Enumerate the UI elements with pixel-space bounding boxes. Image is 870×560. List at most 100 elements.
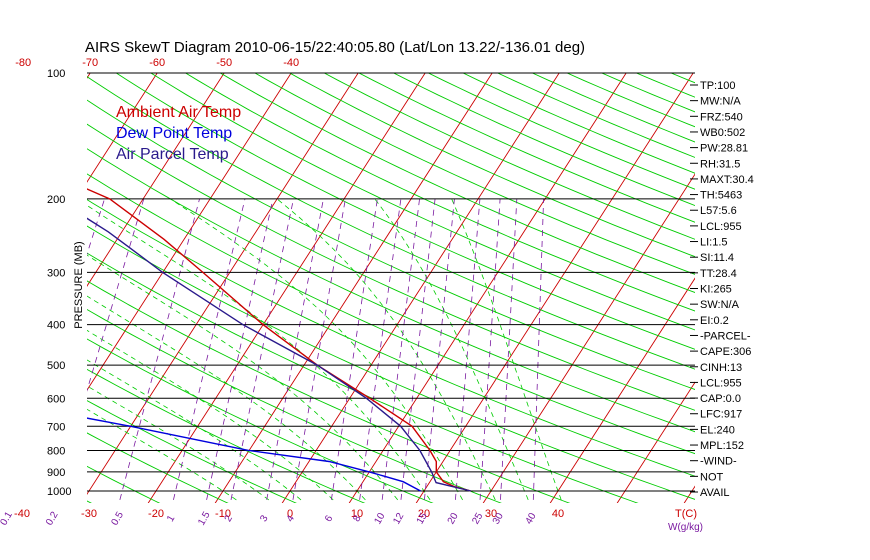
bottom-temp-tick-label: 40 xyxy=(552,508,564,520)
index-label: LI:1.5 xyxy=(700,237,728,249)
index-label: LCL:955 xyxy=(700,377,742,389)
dry-adiabat-line xyxy=(87,123,695,411)
mixing-ratio-line xyxy=(455,198,481,500)
dry-adiabat-line xyxy=(254,73,695,275)
top-temp-tick-label: -60 xyxy=(149,57,165,69)
mixing-ratio-line xyxy=(424,198,455,500)
index-label: CAP:0.0 xyxy=(700,393,741,405)
series-line xyxy=(87,217,472,492)
mixing-ratio-label: 1 xyxy=(165,513,178,524)
dry-adiabat-line xyxy=(87,368,366,503)
mixing-ratio-label: 20 xyxy=(446,511,461,527)
dry-adiabat-line xyxy=(393,73,695,207)
mixing-ratio-label: 40 xyxy=(524,511,539,527)
dry-adiabat-line xyxy=(636,73,695,98)
moist-adiabat-line xyxy=(87,329,334,501)
dry-adiabat-line xyxy=(87,309,502,503)
moist-adiabat-line xyxy=(276,198,496,501)
dry-adiabat-line xyxy=(87,199,695,477)
dry-adiabat-line xyxy=(289,73,695,258)
moist-adiabat-line xyxy=(170,198,463,501)
mixing-ratio-label: 15 xyxy=(415,511,430,527)
dry-adiabat-lines xyxy=(87,73,870,508)
index-label: CAPE:306 xyxy=(700,346,751,358)
mixing-ratio-unit: W(g/kg) xyxy=(668,522,703,533)
mixing-ratio-label: 0.2 xyxy=(44,510,61,528)
dry-adiabat-line xyxy=(741,73,870,508)
isotherm-line xyxy=(87,73,292,391)
mixing-ratio-label: 6 xyxy=(323,513,336,524)
index-label: L57:5.6 xyxy=(700,205,737,217)
isotherm-line xyxy=(214,73,493,503)
index-label: EL:240 xyxy=(700,424,735,436)
top-temp-tick-label: -70 xyxy=(82,57,98,69)
isotherm-line xyxy=(0,64,29,509)
moist-adiabat-line xyxy=(87,204,431,501)
pressure-tick-label: 100 xyxy=(47,68,65,80)
index-label: LFC:917 xyxy=(700,409,742,421)
isotherm-lines xyxy=(0,64,695,509)
dry-adiabat-line xyxy=(775,73,870,508)
moist-adiabat-line xyxy=(374,198,529,501)
index-label: MAXT:30.4 xyxy=(700,174,754,186)
index-label: KI:265 xyxy=(700,284,732,296)
mixing-ratio-lines xyxy=(87,198,545,500)
moist-adiabat-line xyxy=(87,385,270,501)
mixing-ratio-label: 12 xyxy=(391,511,406,527)
pressure-tick-label: 800 xyxy=(47,445,65,457)
moist-adiabat-line xyxy=(451,198,562,501)
index-label: WB0:502 xyxy=(700,127,745,139)
series-line xyxy=(87,188,472,492)
pressure-tick-label: 200 xyxy=(47,194,65,206)
legend-entry: Ambient Air Temp xyxy=(116,104,241,121)
bottom-temp-tick-label: 20 xyxy=(418,508,430,520)
bottom-temp-tick-label: 0 xyxy=(287,508,293,520)
isotherm-line xyxy=(281,73,560,503)
dry-adiabat-line xyxy=(87,225,695,500)
stability-indices: TP:100 MW:N/A FRZ:540 WB0:502 PW:28.81 RH:31.… xyxy=(690,80,754,499)
dry-adiabat-line xyxy=(87,338,434,503)
dry-adiabat-line xyxy=(87,432,229,503)
bottom-temp-tick-label: -10 xyxy=(215,508,231,520)
index-label: FRZ:540 xyxy=(700,111,743,123)
dry-adiabat-line xyxy=(324,73,695,240)
dry-adiabat-line xyxy=(87,280,571,503)
index-label: AVAIL xyxy=(700,487,730,499)
dry-adiabat-line xyxy=(358,73,695,223)
mixing-ratio-label: 10 xyxy=(372,511,387,527)
index-label: TH:5463 xyxy=(700,190,742,202)
index-label: TT:28.4 xyxy=(700,268,737,280)
isotherm-line xyxy=(549,277,695,503)
series-line xyxy=(87,417,421,492)
mixing-ratio-line xyxy=(266,198,324,500)
dry-adiabat-line xyxy=(87,173,695,455)
legend-entry: Dew Point Temp xyxy=(116,125,232,142)
mixing-ratio-line xyxy=(330,198,378,500)
bottom-temp-tick-label: 30 xyxy=(485,508,497,520)
sounding-series xyxy=(87,188,472,492)
isotherm-line xyxy=(87,73,158,183)
dry-adiabat-line xyxy=(497,73,695,158)
pressure-tick-label: 900 xyxy=(47,467,65,479)
isotherm-line xyxy=(147,73,426,503)
dry-adiabat-line xyxy=(116,73,695,350)
mixing-ratio-label: 2 xyxy=(223,513,236,524)
dry-adiabat-line xyxy=(87,400,297,503)
index-label: TP:100 xyxy=(700,80,735,92)
isotherm-line xyxy=(87,73,225,287)
top-temp-tick-label: -40 xyxy=(283,57,299,69)
moist-adiabat-line xyxy=(87,359,302,501)
dry-adiabat-line xyxy=(87,500,92,503)
index-label: PW:28.81 xyxy=(700,143,748,155)
dry-adiabat-line xyxy=(220,73,695,293)
y-axis-label: PRESSURE (MB) xyxy=(73,241,85,328)
pressure-tick-label: 700 xyxy=(47,421,65,433)
bottom-temp-tick-label: 10 xyxy=(351,508,363,520)
index-label: NOT xyxy=(700,471,724,483)
legend: Ambient Air Temp Dew Point Temp Air Parcel… xyxy=(116,104,241,163)
moist-adiabat-lines xyxy=(87,198,562,501)
mixing-ratio-label: 30 xyxy=(491,511,506,527)
legend-entry: Air Parcel Temp xyxy=(116,146,229,163)
index-label: -PARCEL- xyxy=(700,330,751,342)
index-label: MW:N/A xyxy=(700,96,741,108)
